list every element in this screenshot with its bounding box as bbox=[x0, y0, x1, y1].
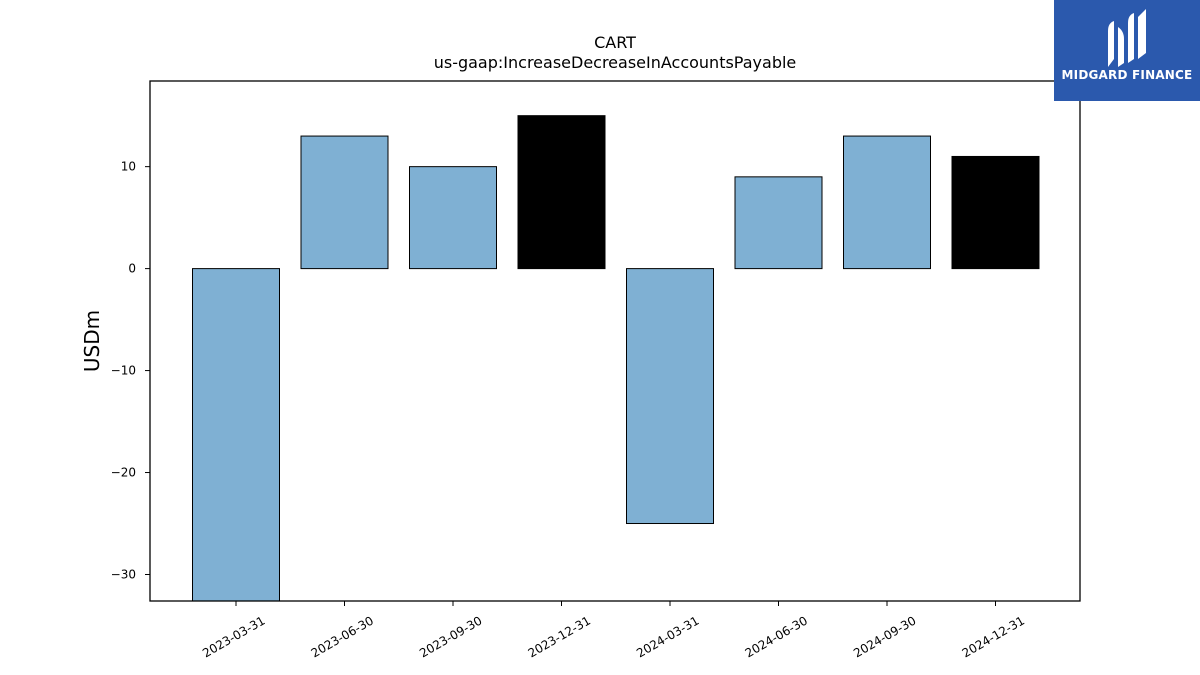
x-tick-label: 2023-09-30 bbox=[417, 613, 484, 660]
y-tick-label: 10 bbox=[121, 160, 136, 174]
y-tick-label: −10 bbox=[111, 364, 136, 378]
bar-2024-06-30 bbox=[734, 176, 823, 270]
bar-2023-12-31 bbox=[517, 115, 606, 270]
chart-title: CART bbox=[594, 33, 636, 52]
midgard-finance-logo: MIDGARD FINANCE bbox=[1054, 0, 1200, 101]
x-tick-label: 2024-06-30 bbox=[743, 613, 810, 660]
y-tick-label: −20 bbox=[111, 466, 136, 480]
x-tick-label: 2023-03-31 bbox=[200, 613, 267, 660]
y-tick-label: 0 bbox=[128, 262, 136, 276]
bar-2024-09-30 bbox=[843, 135, 931, 270]
y-axis-label: USDm bbox=[80, 310, 104, 372]
x-tick-label: 2023-06-30 bbox=[309, 613, 376, 660]
bar-2024-03-31 bbox=[626, 268, 714, 525]
midgard-logo-icon bbox=[1108, 9, 1146, 67]
chart-subtitle: us-gaap:IncreaseDecreaseInAccountsPayabl… bbox=[434, 53, 797, 72]
plot-area-frame bbox=[149, 80, 1081, 602]
y-tick-label: −30 bbox=[111, 567, 136, 581]
bar-2023-06-30 bbox=[300, 135, 389, 270]
x-tick-label: 2024-03-31 bbox=[634, 613, 701, 660]
x-tick-label: 2024-12-31 bbox=[960, 613, 1027, 660]
bar-2023-03-31 bbox=[192, 268, 280, 602]
bar-2024-12-31 bbox=[951, 155, 1040, 270]
bar-2023-09-30 bbox=[409, 166, 497, 270]
x-tick-label: 2023-12-31 bbox=[526, 613, 593, 660]
x-tick-label: 2024-09-30 bbox=[851, 613, 918, 660]
logo-text: MIDGARD FINANCE bbox=[1061, 68, 1193, 82]
